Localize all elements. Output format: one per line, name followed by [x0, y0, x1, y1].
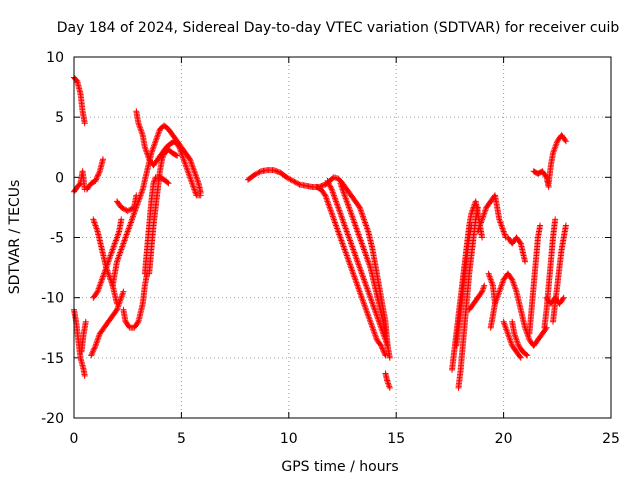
data-point-markers — [337, 180, 389, 337]
y-tick-label: -5 — [50, 231, 64, 247]
data-point-markers — [90, 216, 125, 301]
series-pass-35 — [545, 132, 569, 187]
data-point-markers — [146, 146, 181, 277]
x-tick-label: 10 — [280, 431, 298, 447]
series-pass-10 — [114, 192, 140, 214]
series-pass-08 — [90, 216, 125, 301]
data-point-markers — [245, 167, 393, 361]
data-point-markers — [500, 318, 524, 361]
data-point-markers — [453, 222, 475, 349]
y-tick-label: -10 — [41, 291, 64, 307]
data-point-markers — [504, 234, 529, 265]
data-point-markers — [324, 177, 391, 349]
y-axis-ticks: -20 -15 -10 -5 0 5 10 — [41, 50, 611, 427]
series-pass-29 — [509, 318, 531, 359]
y-tick-label: 0 — [55, 170, 64, 186]
x-tick-label: 15 — [387, 431, 405, 447]
series-pass-12 — [133, 108, 204, 199]
data-point-markers — [466, 282, 488, 313]
data-point-markers — [455, 204, 481, 391]
x-tick-label: 5 — [177, 431, 186, 447]
series-pass-05 — [83, 156, 106, 193]
data-point-markers — [550, 222, 569, 325]
series-pass-06 — [88, 288, 127, 359]
series-pass-11 — [120, 270, 150, 331]
data-point-markers — [526, 222, 544, 337]
series-pass-17 — [324, 177, 391, 349]
plot-frame — [73, 56, 612, 419]
series-pass-19 — [382, 370, 393, 391]
data-point-markers — [133, 108, 204, 199]
data-point-markers — [541, 216, 559, 331]
data-points — [71, 74, 569, 391]
data-point-markers — [487, 270, 550, 349]
data-point-markers — [88, 288, 127, 359]
data-point-markers — [545, 132, 569, 187]
y-axis-label: SDTVAR / TECUs — [7, 180, 23, 295]
series-pass-28 — [500, 318, 524, 361]
series-pass-21 — [455, 204, 481, 391]
series-pass-18 — [337, 180, 389, 337]
y-tick-label: 5 — [55, 110, 64, 126]
x-tick-label: 25 — [602, 431, 620, 447]
series-pass-04 — [78, 318, 89, 355]
data-point-markers — [114, 192, 140, 214]
series-pass-14 — [146, 146, 181, 277]
series-pass-15 — [245, 167, 393, 361]
series-pass-23 — [466, 282, 488, 313]
series-pass-26 — [487, 270, 550, 349]
x-tick-label: 20 — [495, 431, 513, 447]
data-point-markers — [120, 270, 150, 331]
series-pass-32 — [541, 216, 559, 331]
data-point-markers — [78, 318, 89, 355]
y-tick-label: 10 — [46, 50, 64, 66]
x-axis-label: GPS time / hours — [281, 459, 398, 475]
series-pass-34 — [550, 222, 569, 325]
data-point-markers — [313, 184, 389, 359]
series-pass-22 — [453, 222, 475, 349]
series-pass-27 — [504, 234, 529, 265]
x-tick-label: 0 — [70, 431, 79, 447]
series-pass-24 — [474, 192, 509, 241]
y-tick-label: -20 — [41, 411, 64, 427]
data-point-markers — [382, 370, 393, 391]
y-tick-label: -15 — [41, 351, 64, 367]
x-axis-ticks: 0 5 10 15 20 25 — [70, 57, 620, 447]
data-point-markers — [509, 318, 531, 359]
chart-title: Day 184 of 2024, Sidereal Day-to-day VTE… — [57, 20, 620, 36]
series-pass-16 — [313, 184, 389, 359]
series-pass-30 — [526, 222, 544, 337]
data-point-markers — [474, 192, 509, 241]
data-point-markers — [83, 156, 106, 193]
